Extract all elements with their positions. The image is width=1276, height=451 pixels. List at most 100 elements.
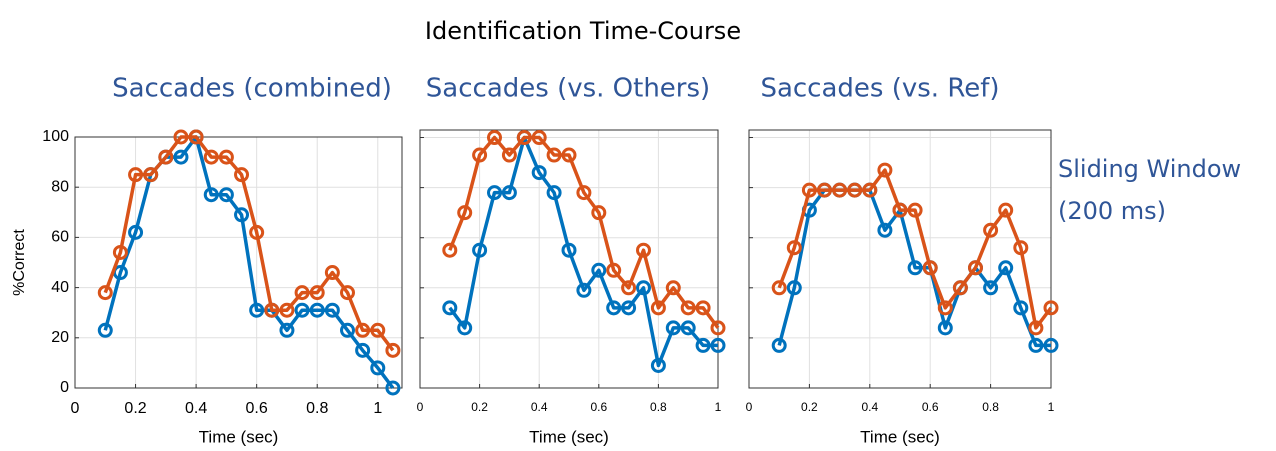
y-tick-label: 0 bbox=[60, 379, 69, 396]
x-tick-label: 0.4 bbox=[185, 400, 207, 417]
marker bbox=[203, 149, 219, 165]
line bbox=[777, 168, 1053, 330]
x-tick-label: 0 bbox=[71, 400, 80, 417]
y-axis-label: %Correct bbox=[11, 229, 28, 296]
marker bbox=[324, 302, 340, 318]
marker bbox=[531, 165, 547, 181]
marker bbox=[294, 285, 310, 301]
marker bbox=[576, 185, 592, 201]
plot-area bbox=[748, 129, 1052, 389]
marker bbox=[907, 260, 923, 276]
x-tick-label: 0.4 bbox=[861, 400, 878, 414]
marker bbox=[710, 320, 726, 336]
marker bbox=[983, 280, 999, 296]
x-axis-label: Time (sec) bbox=[529, 427, 609, 446]
marker bbox=[173, 129, 189, 145]
marker bbox=[234, 207, 250, 223]
line bbox=[103, 135, 395, 352]
note: Sliding Window bbox=[1058, 155, 1241, 183]
marker bbox=[1028, 337, 1044, 353]
x-tick-label: 1 bbox=[1048, 400, 1055, 414]
marker bbox=[591, 205, 607, 221]
x-tick-label: 0.2 bbox=[124, 400, 146, 417]
marker bbox=[218, 149, 234, 165]
marker bbox=[695, 300, 711, 316]
marker bbox=[877, 222, 893, 238]
x-tick-label: 0.6 bbox=[922, 400, 939, 414]
marker bbox=[264, 302, 280, 318]
y-tick-label: 20 bbox=[51, 329, 69, 346]
marker bbox=[442, 242, 458, 258]
x-tick-label: 1 bbox=[715, 400, 722, 414]
marker bbox=[561, 242, 577, 258]
y-tick-label: 60 bbox=[51, 229, 69, 246]
marker bbox=[922, 260, 938, 276]
x-tick-label: 0.6 bbox=[590, 400, 607, 414]
marker bbox=[442, 300, 458, 316]
marker bbox=[487, 130, 502, 146]
marker bbox=[907, 202, 923, 218]
marker bbox=[665, 280, 681, 296]
marker bbox=[97, 322, 113, 338]
marker bbox=[487, 185, 502, 201]
marker bbox=[561, 147, 577, 163]
marker bbox=[862, 182, 878, 198]
marker bbox=[279, 322, 295, 338]
marker bbox=[309, 285, 325, 301]
marker bbox=[324, 265, 340, 281]
marker bbox=[636, 280, 651, 296]
marker bbox=[877, 162, 893, 178]
marker bbox=[249, 302, 265, 318]
x-tick-label: 0 bbox=[746, 400, 753, 414]
marker bbox=[355, 342, 371, 358]
plot-frame bbox=[419, 129, 719, 389]
marker bbox=[128, 167, 144, 183]
line bbox=[448, 135, 718, 368]
x-tick-label: 0.8 bbox=[650, 400, 667, 414]
marker bbox=[279, 302, 295, 318]
marker bbox=[143, 167, 159, 183]
marker bbox=[621, 280, 637, 296]
marker bbox=[621, 300, 637, 316]
marker bbox=[249, 224, 265, 240]
marker bbox=[1043, 337, 1059, 353]
marker bbox=[158, 149, 174, 165]
marker bbox=[457, 205, 473, 221]
marker bbox=[294, 302, 310, 318]
marker bbox=[340, 285, 355, 301]
x-tick-label: 1 bbox=[373, 400, 382, 417]
marker bbox=[1013, 240, 1029, 256]
marker bbox=[771, 337, 787, 353]
x-tick-label: 0.8 bbox=[306, 400, 328, 417]
x-tick-label: 0 bbox=[417, 400, 424, 414]
marker bbox=[203, 187, 219, 203]
marker bbox=[832, 182, 848, 198]
plot-area bbox=[419, 129, 719, 389]
marker bbox=[998, 260, 1014, 276]
marker bbox=[546, 185, 562, 201]
marker bbox=[650, 357, 666, 373]
marker bbox=[937, 320, 953, 336]
marker bbox=[112, 244, 128, 260]
marker bbox=[591, 262, 607, 278]
marker bbox=[472, 242, 488, 258]
marker bbox=[847, 182, 863, 198]
marker bbox=[801, 182, 817, 198]
marker bbox=[1043, 300, 1059, 316]
marker bbox=[998, 202, 1014, 218]
y-tick-label: 40 bbox=[51, 279, 69, 296]
note: (200 ms) bbox=[1058, 197, 1166, 225]
marker bbox=[983, 222, 999, 238]
marker bbox=[952, 280, 968, 296]
marker bbox=[501, 185, 517, 201]
y-tick-label: 100 bbox=[42, 128, 69, 145]
marker bbox=[680, 300, 696, 316]
x-axis-label: Time (sec) bbox=[860, 427, 940, 446]
marker bbox=[636, 242, 651, 258]
x-tick-label: 0.6 bbox=[246, 400, 268, 417]
marker bbox=[1028, 320, 1044, 336]
marker bbox=[771, 280, 787, 296]
plot-frame bbox=[74, 136, 403, 389]
x-tick-label: 0.4 bbox=[531, 400, 548, 414]
